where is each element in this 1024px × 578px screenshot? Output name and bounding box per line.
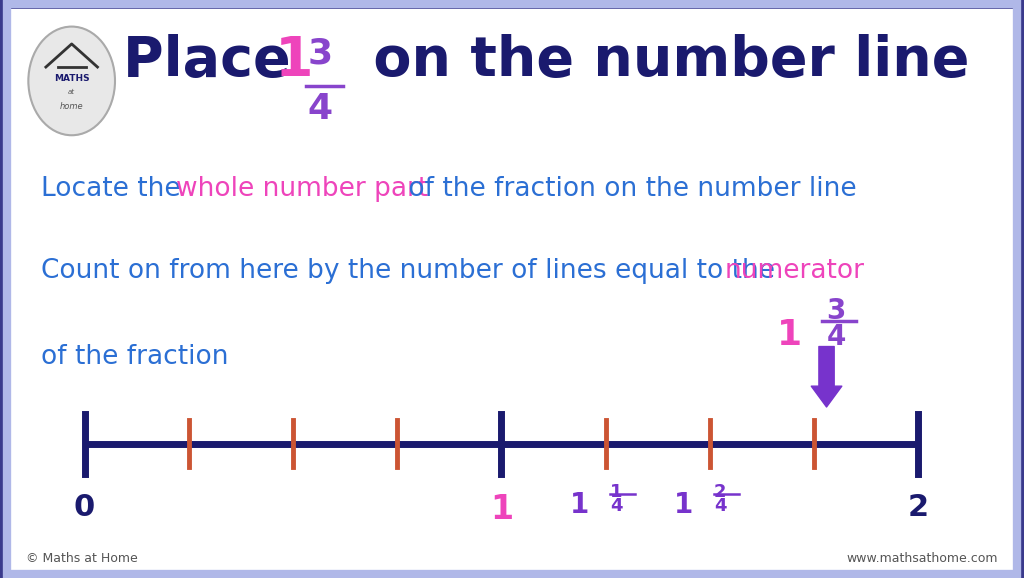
- Text: © Maths at Home: © Maths at Home: [26, 553, 137, 565]
- Text: Place: Place: [123, 34, 310, 88]
- Text: 2: 2: [714, 483, 726, 501]
- Text: 0: 0: [74, 493, 95, 522]
- Text: 1: 1: [569, 491, 589, 518]
- Text: home: home: [59, 102, 84, 111]
- Text: 2: 2: [907, 493, 929, 522]
- FancyArrowPatch shape: [811, 347, 842, 407]
- Text: 4: 4: [826, 323, 846, 351]
- Text: 4: 4: [714, 497, 726, 515]
- Text: 1: 1: [489, 493, 513, 526]
- Text: of the fraction: of the fraction: [41, 344, 228, 370]
- Text: 4: 4: [308, 92, 333, 127]
- Text: MATHS: MATHS: [54, 74, 89, 83]
- Text: 1: 1: [609, 483, 623, 501]
- Text: whole number part: whole number part: [176, 176, 428, 202]
- Text: Locate the: Locate the: [41, 176, 189, 202]
- Text: 1: 1: [274, 34, 313, 88]
- Text: 4: 4: [609, 497, 623, 515]
- Text: 1: 1: [776, 318, 802, 352]
- Text: of the fraction on the number line: of the fraction on the number line: [400, 176, 857, 202]
- Circle shape: [29, 27, 115, 135]
- Text: 3: 3: [826, 297, 846, 325]
- Text: numerator: numerator: [725, 258, 864, 284]
- Text: at: at: [69, 90, 75, 95]
- Text: Count on from here by the number of lines equal to the: Count on from here by the number of line…: [41, 258, 783, 284]
- Text: www.mathsathome.com: www.mathsathome.com: [847, 553, 998, 565]
- Text: 3: 3: [308, 37, 333, 71]
- Text: 1: 1: [674, 491, 693, 518]
- Text: on the number line: on the number line: [353, 34, 969, 88]
